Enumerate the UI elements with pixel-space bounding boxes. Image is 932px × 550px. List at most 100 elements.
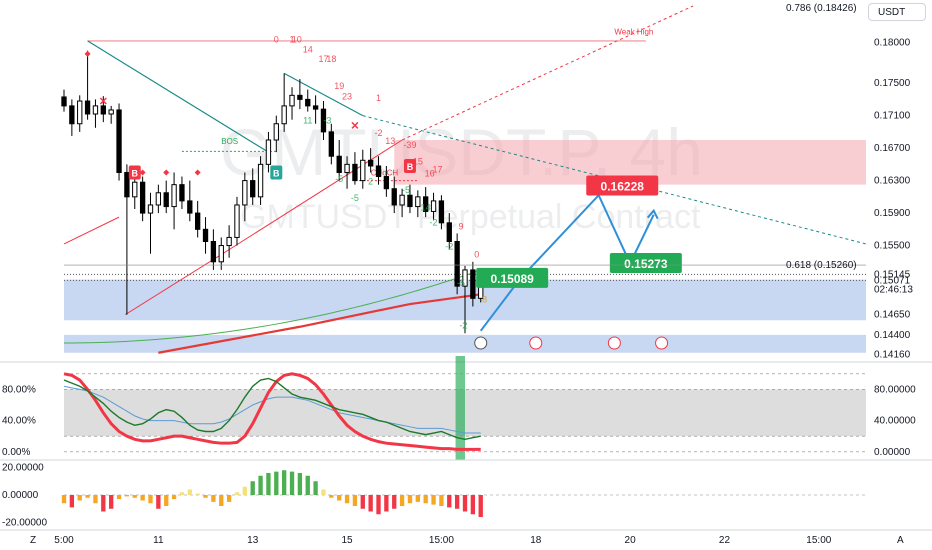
candle-body — [242, 180, 248, 206]
oscillator-right-tick: 40.00000 — [874, 416, 916, 427]
target-price-box — [609, 252, 682, 273]
candle-body — [210, 240, 217, 263]
histogram-bar — [399, 495, 405, 506]
td-count-label: 14 — [421, 203, 431, 213]
time-tick-label: 15:00 — [806, 535, 831, 546]
candle-body — [383, 176, 390, 190]
forecast-arrowhead — [646, 208, 659, 220]
candle-body — [320, 108, 327, 133]
candle-body — [100, 105, 106, 115]
histogram-left-tick: 20.00000 — [2, 463, 44, 474]
td-count-label: 19 — [334, 81, 344, 91]
candle-body — [352, 163, 358, 182]
us-flag-event-icon — [607, 336, 621, 350]
histogram-bar — [266, 473, 271, 495]
candle-body — [234, 204, 240, 238]
candle-body — [305, 98, 311, 107]
descending-trendline — [87, 40, 269, 153]
td-count-label: 17 — [432, 164, 442, 174]
histogram-bar — [156, 495, 161, 509]
candle-body — [328, 131, 334, 157]
histogram-bar — [305, 475, 310, 495]
price-tick-label: 0.17500 — [874, 78, 911, 89]
price-tick-label: 0.16300 — [874, 176, 911, 187]
histogram-bar — [447, 495, 452, 508]
td-count-label: 18 — [326, 54, 336, 64]
histogram-left-tick: -20.00000 — [2, 518, 47, 529]
descending-trendline — [283, 72, 364, 117]
oscillator-left-tick: 80.00% — [2, 384, 36, 395]
histogram-bar — [109, 495, 114, 509]
buy-signal-badge-label: B — [273, 168, 280, 178]
corner-right-label: A — [897, 535, 904, 546]
candles-layer — [61, 50, 484, 334]
ma-red-line — [158, 293, 481, 354]
target-price-box — [586, 175, 659, 196]
watermark-name: GMTUSDT Perpetual Contract — [240, 198, 701, 236]
candle-body — [336, 155, 342, 173]
td-count-label: 2 — [368, 177, 373, 187]
td-count-label: 23 — [342, 91, 352, 101]
candle-body — [391, 188, 397, 206]
candle-body — [108, 109, 114, 115]
histogram-bar — [431, 495, 436, 505]
corner-left-label: Z — [30, 535, 37, 546]
price-tick-label: 0.15500 — [874, 241, 911, 252]
time-axis[interactable]: 5:00 11 13 15 15:00 18 20 22 15:00 — [0, 529, 932, 546]
histogram-bar — [226, 495, 232, 502]
histogram-bar — [250, 481, 255, 495]
candle-body — [375, 165, 382, 178]
histogram-bar — [219, 495, 224, 506]
candle-body — [61, 96, 67, 107]
candle-body — [257, 163, 264, 198]
td-count-label: 13 — [385, 136, 395, 146]
td-count-label: -2 — [459, 320, 467, 330]
histogram-bar — [242, 486, 248, 495]
histogram-bar — [77, 495, 82, 501]
histogram-bar — [313, 481, 318, 495]
td-count-label: -5 — [351, 193, 359, 203]
ma-green-line — [63, 269, 481, 344]
histogram-bar — [407, 495, 413, 504]
td-count-label: 15 — [413, 156, 423, 166]
oscillator-left-tick: 0.00% — [2, 447, 30, 458]
histogram-bar — [454, 495, 460, 509]
price-readout-label: 0.15145 — [874, 269, 911, 280]
candle-body — [179, 184, 185, 202]
time-tick-label: 13 — [247, 535, 259, 546]
target-price-label: 0.15273 — [624, 257, 668, 271]
td-count-label: 1 — [290, 35, 295, 45]
td-count-label: 11 — [303, 116, 312, 126]
currency-selector[interactable]: USDT — [868, 3, 926, 21]
histogram-bar — [203, 495, 208, 498]
time-tick-label: 15 — [341, 535, 353, 546]
td-count-label: 16 — [425, 169, 435, 179]
candle-body — [195, 212, 201, 230]
candle-body — [77, 100, 83, 125]
td-count-label: -3 — [323, 116, 331, 126]
signal-highlight — [455, 356, 465, 460]
histogram-bar — [211, 495, 216, 502]
price-tick-label: 0.14400 — [874, 330, 911, 341]
zone-demand-low — [64, 334, 866, 353]
histogram-bar — [274, 471, 279, 495]
candle-body — [289, 94, 295, 107]
histogram-bar — [132, 495, 137, 498]
sell-signal-badge-label: B — [407, 162, 414, 172]
candle-body — [297, 94, 303, 100]
td-count-label: 1 — [376, 93, 381, 103]
histogram-bar — [234, 492, 240, 495]
us-flag-event-icon — [655, 336, 669, 350]
td-count-label: 8 — [482, 294, 487, 304]
histogram-bar — [423, 495, 428, 504]
lightning-event-icon — [474, 336, 488, 350]
candle-body — [69, 105, 75, 125]
candle-body — [407, 194, 413, 208]
candle-body — [470, 269, 476, 299]
price-axis[interactable]: 0.18000 0.17500 0.17100 0.16700 0.16300 0.159… — [786, 3, 913, 360]
histogram-bar — [281, 470, 287, 495]
target-price-label: 0.15089 — [490, 272, 534, 286]
td-count-label: -5 — [402, 185, 410, 195]
target-price-box — [476, 267, 549, 288]
